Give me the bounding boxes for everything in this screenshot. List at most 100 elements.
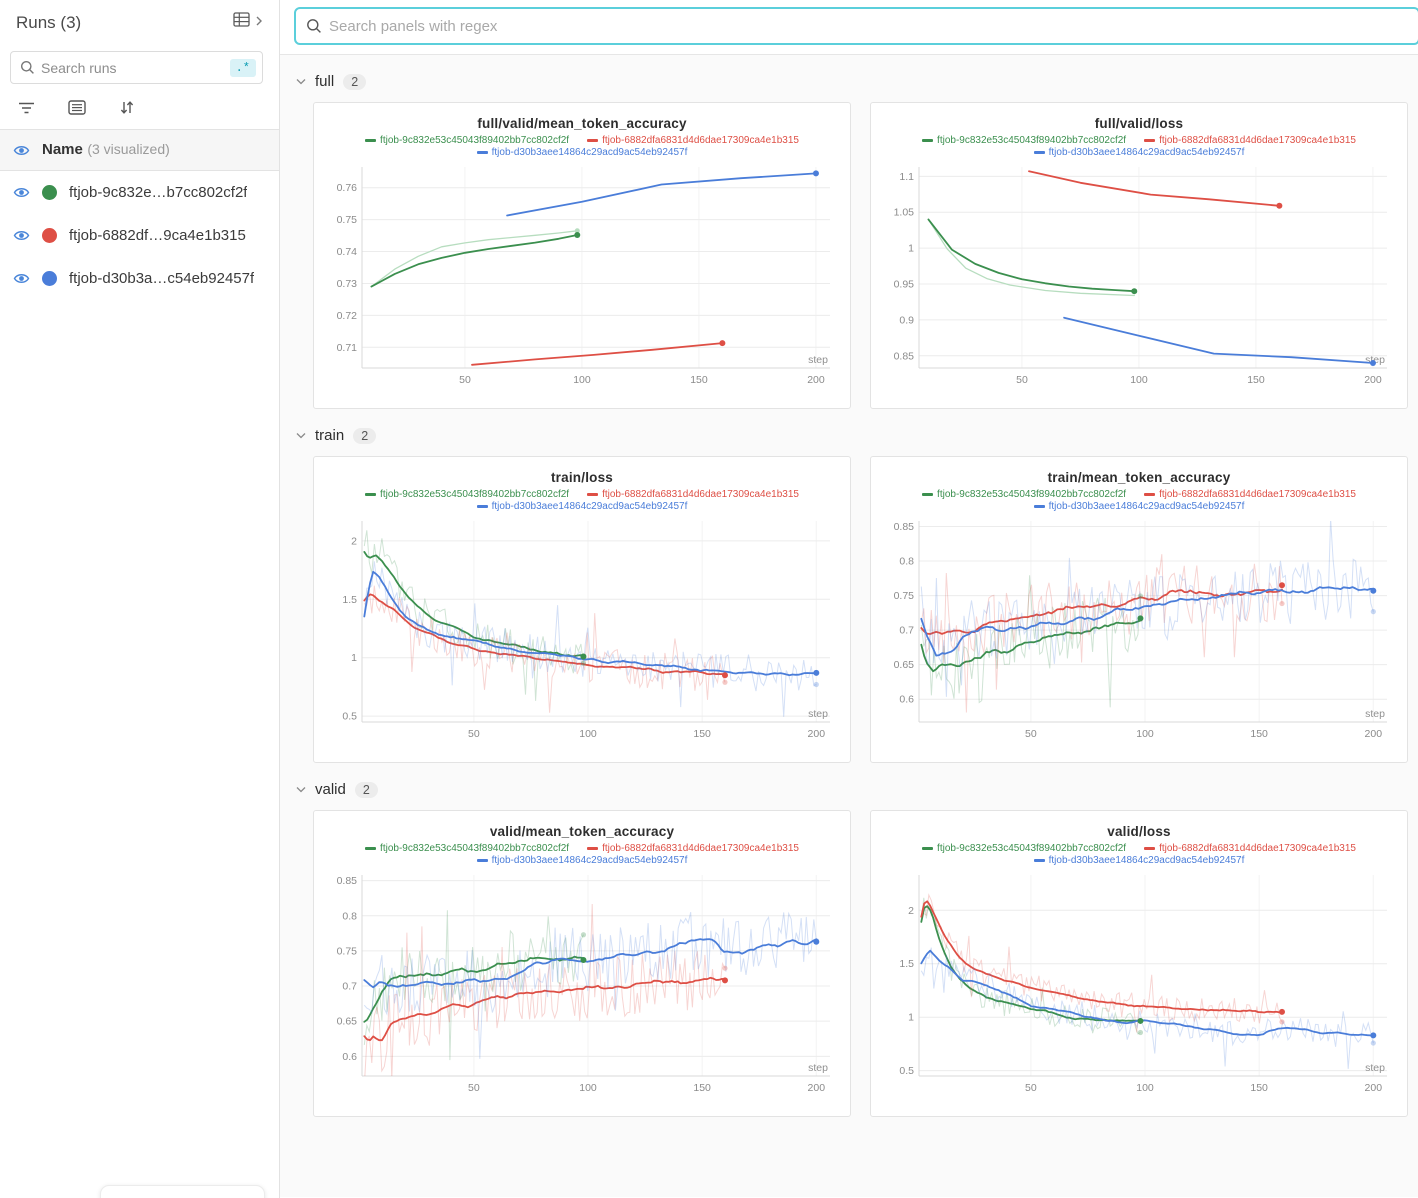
legend-row-2: ftjob-d30b3aee14864c29acd9ac54eb92457f: [1033, 147, 1244, 158]
legend-item[interactable]: ftjob-d30b3aee14864c29acd9ac54eb92457f: [476, 501, 687, 512]
chart-panel[interactable]: full/valid/loss ftjob-9c832e53c45043f894…: [870, 102, 1408, 409]
svg-text:100: 100: [579, 728, 597, 740]
chart-panel[interactable]: train/mean_token_accuracy ftjob-9c832e53…: [870, 456, 1408, 763]
section-label: full: [315, 73, 335, 90]
legend-row-1: ftjob-9c832e53c45043f89402bb7cc802cf2f ft…: [365, 843, 799, 854]
legend-dash-icon: [1033, 859, 1045, 862]
legend-item[interactable]: ftjob-d30b3aee14864c29acd9ac54eb92457f: [476, 855, 687, 866]
legend-item[interactable]: ftjob-d30b3aee14864c29acd9ac54eb92457f: [476, 147, 687, 158]
legend-item[interactable]: ftjob-6882dfa6831d4d6dae17309ca4e1b315: [1144, 843, 1356, 854]
legend-row-2: ftjob-d30b3aee14864c29acd9ac54eb92457f: [476, 501, 687, 512]
runs-header: Runs (3): [0, 0, 279, 43]
panels-content: full 2 full/valid/mean_token_accuracy ft…: [280, 55, 1418, 1197]
run-row[interactable]: ftjob-9c832e…b7cc802cf2f: [0, 171, 279, 214]
svg-text:0.72: 0.72: [337, 310, 358, 322]
name-column-label: Name: [42, 141, 83, 158]
legend-item[interactable]: ftjob-6882dfa6831d4d6dae17309ca4e1b315: [587, 135, 799, 146]
legend-item[interactable]: ftjob-9c832e53c45043f89402bb7cc802cf2f: [922, 843, 1126, 854]
legend-item[interactable]: ftjob-d30b3aee14864c29acd9ac54eb92457f: [1033, 147, 1244, 158]
legend-item[interactable]: ftjob-6882dfa6831d4d6dae17309ca4e1b315: [587, 843, 799, 854]
chart-legend: ftjob-9c832e53c45043f89402bb7cc802cf2f ft…: [871, 843, 1407, 866]
chart-plot: 0.5 1 1.5 2 50 100 150 200 step: [899, 875, 1387, 1094]
columns-icon[interactable]: [68, 100, 86, 115]
chart-row: train/loss ftjob-9c832e53c45043f89402bb7…: [313, 456, 1418, 763]
svg-text:0.73: 0.73: [337, 278, 358, 290]
chart-panel[interactable]: full/valid/mean_token_accuracy ftjob-9c8…: [313, 102, 851, 409]
svg-text:50: 50: [1025, 1082, 1037, 1094]
svg-text:2: 2: [908, 905, 914, 917]
svg-text:0.8: 0.8: [342, 910, 357, 922]
chart-legend: ftjob-9c832e53c45043f89402bb7cc802cf2f ft…: [314, 489, 850, 512]
chart-panel[interactable]: valid/mean_token_accuracy ftjob-9c832e53…: [313, 810, 851, 1117]
panel-search[interactable]: [294, 7, 1418, 45]
section-header[interactable]: train 2: [296, 427, 1418, 444]
svg-text:1.5: 1.5: [342, 594, 357, 606]
run-row[interactable]: ftjob-6882df…9ca4e1b315: [0, 214, 279, 257]
svg-text:0.65: 0.65: [337, 1016, 358, 1028]
runs-table-icon[interactable]: [233, 12, 253, 33]
legend-item[interactable]: ftjob-9c832e53c45043f89402bb7cc802cf2f: [922, 135, 1126, 146]
regex-toggle-button[interactable]: .*: [229, 58, 256, 77]
legend-item[interactable]: ftjob-6882dfa6831d4d6dae17309ca4e1b315: [587, 489, 799, 500]
chart-panel[interactable]: train/loss ftjob-9c832e53c45043f89402bb7…: [313, 456, 851, 763]
svg-text:1.05: 1.05: [894, 207, 915, 219]
legend-item[interactable]: ftjob-9c832e53c45043f89402bb7cc802cf2f: [365, 843, 569, 854]
legend-item[interactable]: ftjob-d30b3aee14864c29acd9ac54eb92457f: [1033, 501, 1244, 512]
visibility-all-eye-icon[interactable]: [13, 144, 30, 157]
panel-section: valid 2 valid/mean_token_accuracy ftjob-…: [280, 781, 1418, 1117]
svg-text:1: 1: [351, 652, 357, 664]
collapse-chevron-icon[interactable]: [255, 14, 263, 32]
chart-title: train/mean_token_accuracy: [1047, 470, 1231, 485]
run-name: ftjob-6882df…9ca4e1b315: [69, 227, 246, 244]
legend-item[interactable]: ftjob-9c832e53c45043f89402bb7cc802cf2f: [365, 489, 569, 500]
visibility-eye-icon[interactable]: [13, 229, 30, 242]
svg-text:50: 50: [1016, 374, 1028, 386]
section-count-badge: 2: [343, 73, 367, 90]
chart-title: full/valid/mean_token_accuracy: [477, 116, 687, 131]
visibility-eye-icon[interactable]: [13, 186, 30, 199]
runs-title: Runs (3): [16, 12, 82, 32]
run-row[interactable]: ftjob-d30b3a…c54eb92457f: [0, 257, 279, 300]
svg-text:0.7: 0.7: [342, 981, 357, 993]
tooltip-cutoff: [100, 1185, 265, 1198]
sort-icon[interactable]: [119, 100, 135, 115]
run-color-dot: [42, 271, 57, 286]
legend-dash-icon: [476, 505, 488, 508]
legend-item[interactable]: ftjob-9c832e53c45043f89402bb7cc802cf2f: [365, 135, 569, 146]
svg-text:0.65: 0.65: [894, 659, 915, 671]
legend-item[interactable]: ftjob-6882dfa6831d4d6dae17309ca4e1b315: [1144, 135, 1356, 146]
legend-row-1: ftjob-9c832e53c45043f89402bb7cc802cf2f ft…: [922, 135, 1356, 146]
svg-text:150: 150: [1250, 1082, 1268, 1094]
run-color-dot: [42, 228, 57, 243]
legend-item[interactable]: ftjob-6882dfa6831d4d6dae17309ca4e1b315: [1144, 489, 1356, 500]
chart-panel[interactable]: valid/loss ftjob-9c832e53c45043f89402bb7…: [870, 810, 1408, 1117]
svg-text:0.85: 0.85: [337, 875, 358, 887]
legend-dash-icon: [476, 151, 488, 154]
run-name: ftjob-d30b3a…c54eb92457f: [69, 270, 255, 287]
legend-item[interactable]: ftjob-d30b3aee14864c29acd9ac54eb92457f: [1033, 855, 1244, 866]
svg-text:150: 150: [693, 1082, 711, 1094]
runs-search[interactable]: .*: [10, 51, 263, 84]
legend-dash-icon: [365, 493, 377, 496]
legend-item[interactable]: ftjob-9c832e53c45043f89402bb7cc802cf2f: [922, 489, 1126, 500]
section-count-badge: 2: [353, 427, 377, 444]
search-icon: [21, 61, 34, 74]
legend-dash-icon: [922, 139, 934, 142]
filter-icon[interactable]: [18, 101, 35, 115]
panel-search-input[interactable]: [329, 17, 1408, 35]
svg-text:1: 1: [908, 243, 914, 255]
svg-text:200: 200: [1364, 374, 1382, 386]
svg-text:0.85: 0.85: [894, 350, 915, 362]
runs-toolbar: [0, 84, 279, 129]
svg-text:1: 1: [908, 1012, 914, 1024]
svg-text:50: 50: [468, 728, 480, 740]
runs-name-header: Name (3 visualized): [0, 129, 279, 171]
chart-title: valid/mean_token_accuracy: [489, 824, 675, 839]
visibility-eye-icon[interactable]: [13, 272, 30, 285]
section-header[interactable]: full 2: [296, 73, 1418, 90]
legend-row-2: ftjob-d30b3aee14864c29acd9ac54eb92457f: [1033, 855, 1244, 866]
svg-text:0.75: 0.75: [337, 214, 358, 226]
section-header[interactable]: valid 2: [296, 781, 1418, 798]
runs-search-input[interactable]: [41, 59, 230, 76]
